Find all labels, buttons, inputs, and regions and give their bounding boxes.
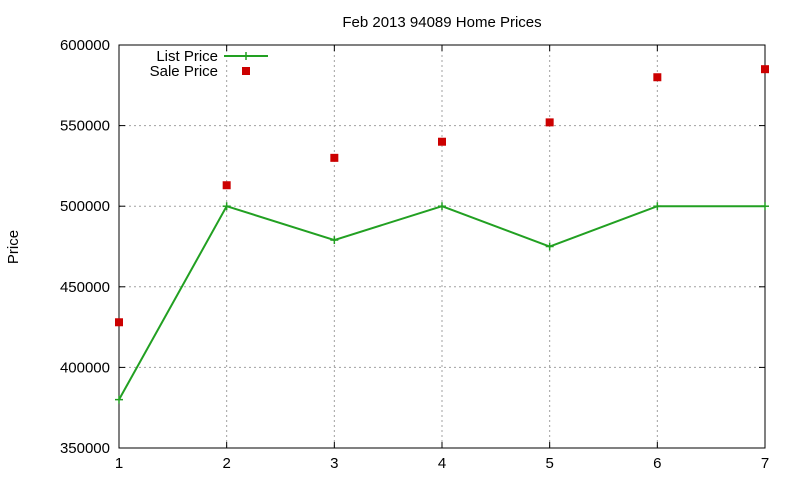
sale-price-point [653, 73, 662, 82]
x-tick-label: 4 [438, 455, 446, 472]
y-tick-label: 400000 [60, 359, 110, 376]
sale-price-point [761, 65, 769, 74]
x-tick-label: 7 [761, 455, 769, 472]
list-price-point [653, 202, 662, 211]
y-axis-label: Price [5, 230, 22, 264]
list-price-point [222, 202, 231, 211]
x-tick-label: 2 [222, 455, 230, 472]
x-tick-label: 6 [653, 455, 661, 472]
y-tick-label: 550000 [60, 118, 110, 135]
x-tick-label: 1 [115, 455, 123, 472]
series-1 [115, 65, 769, 327]
x-tick-label: 5 [545, 455, 553, 472]
legend-square-swatch [242, 67, 250, 75]
legend-label: List Price [156, 48, 218, 65]
sale-price-point [545, 118, 554, 127]
x-tick-label: 3 [330, 455, 338, 472]
y-tick-label: 350000 [60, 440, 110, 457]
sale-price-point [438, 137, 446, 146]
list-price-point [545, 242, 554, 251]
chart-title: Feb 2013 94089 Home Prices [342, 14, 541, 31]
sale-price-point [330, 153, 339, 162]
legend-plus-marker [242, 52, 250, 60]
y-tick-label: 500000 [60, 198, 110, 215]
y-tick-label: 450000 [60, 279, 110, 296]
list-price-point [438, 202, 446, 211]
series [115, 65, 769, 404]
legend-label: Sale Price [150, 63, 218, 80]
sale-price-point [115, 318, 123, 327]
list-price-point [330, 236, 339, 245]
sale-price-point [222, 181, 231, 190]
axes: 350000 400000 450000 500000 550000 600000 1 2 3 4… [60, 37, 769, 472]
list-price-point [761, 202, 769, 211]
list-price-point [115, 395, 123, 404]
grid [119, 45, 765, 448]
y-tick-label: 600000 [60, 37, 110, 54]
series-0 [115, 202, 769, 404]
